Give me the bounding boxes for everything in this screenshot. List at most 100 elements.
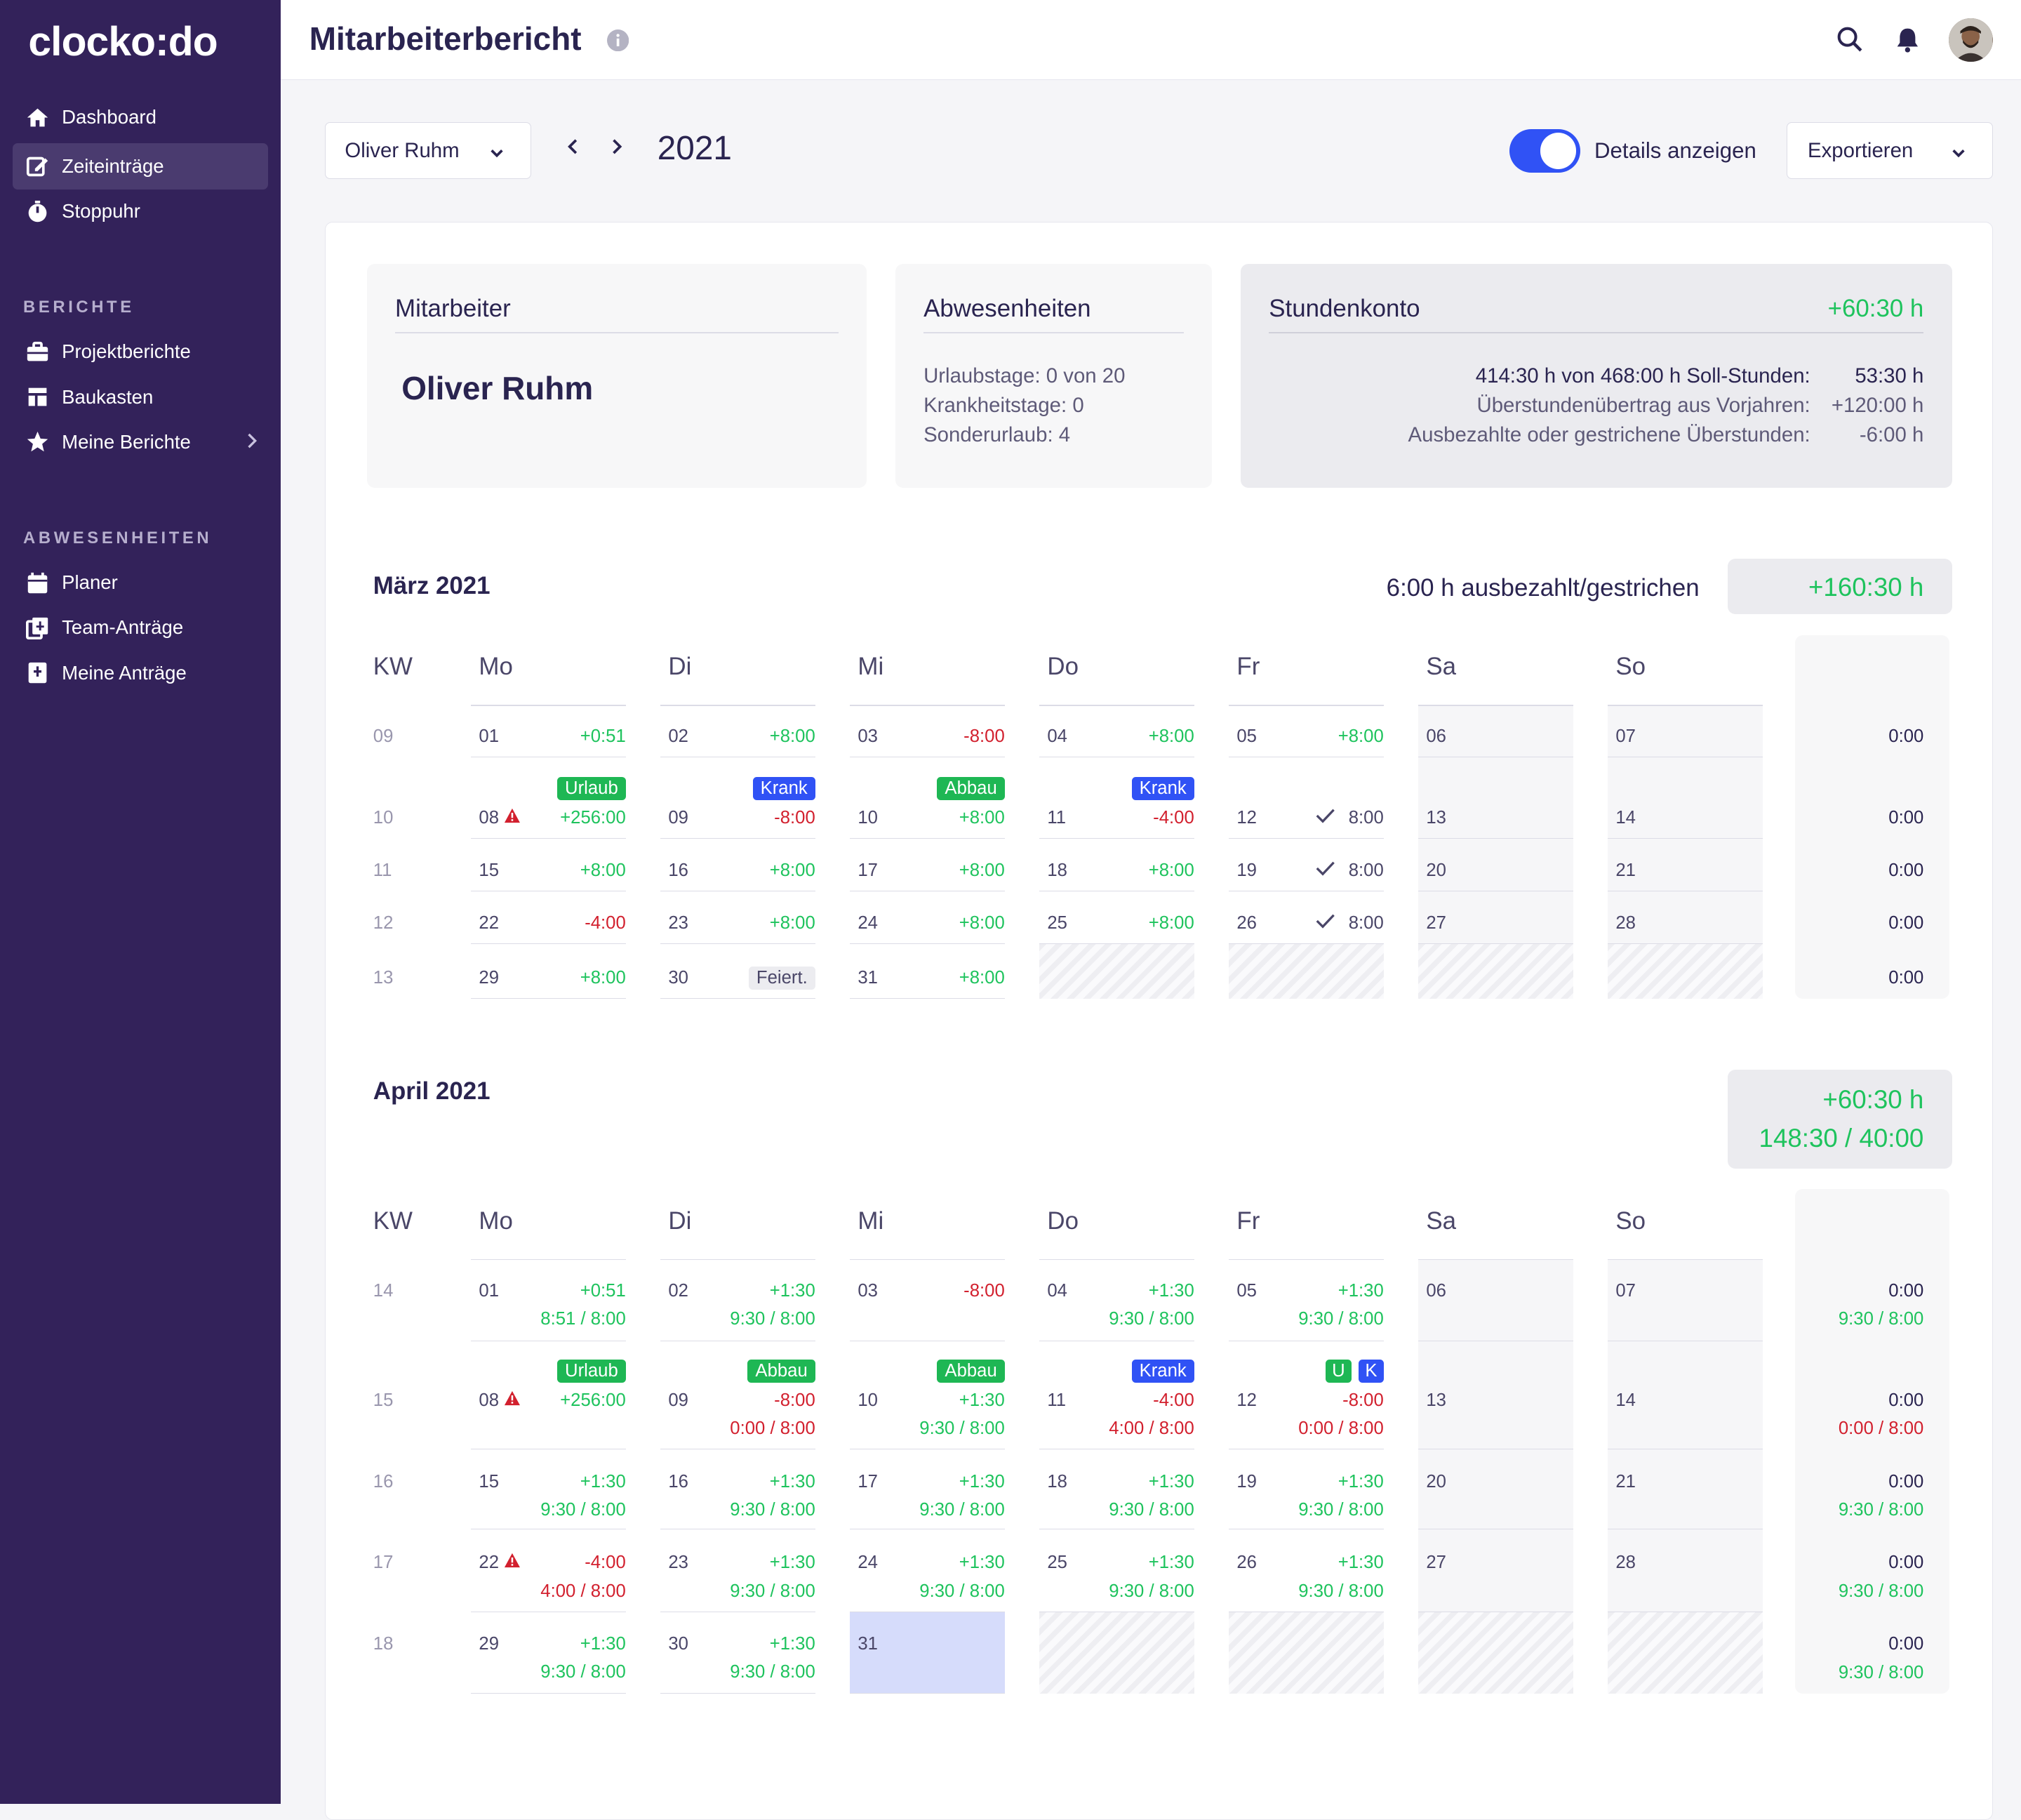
day-cell[interactable]: 31 +8:00: [850, 944, 1005, 999]
day-cell[interactable]: 25 +8:00: [1039, 891, 1194, 945]
day-cell[interactable]: 19 +1:30 9:30 / 8:00: [1229, 1449, 1384, 1530]
day-cell[interactable]: 07: [1608, 1251, 1763, 1342]
day-cell[interactable]: 20: [1418, 1449, 1573, 1530]
day-cell[interactable]: 27: [1418, 1529, 1573, 1612]
divider: [395, 332, 839, 333]
app-logo[interactable]: clocko:do: [28, 18, 218, 65]
sidebar-item-zeiteintraege[interactable]: Zeiteinträge: [13, 142, 269, 190]
day-cell[interactable]: 02 +8:00: [660, 697, 815, 758]
day-cell[interactable]: 10 +1:30 9:30 / 8:00 Abbau: [850, 1341, 1005, 1450]
day-cell-today[interactable]: 31: [850, 1612, 1005, 1694]
day-cell[interactable]: 25 +1:30 9:30 / 8:00: [1039, 1529, 1194, 1612]
day-cell[interactable]: 29 +1:30 9:30 / 8:00: [471, 1612, 626, 1694]
day-cell[interactable]: 11 -4:00 Krank: [1039, 757, 1194, 839]
day-cell[interactable]: 18 +1:30 9:30 / 8:00: [1039, 1449, 1194, 1530]
day-cell[interactable]: 30 +1:30 9:30 / 8:00: [660, 1612, 815, 1694]
day-cell[interactable]: 01 +0:51: [471, 697, 626, 758]
day-cell[interactable]: 13: [1418, 1341, 1573, 1450]
week-number: 12: [373, 913, 394, 934]
day-cell[interactable]: 09 -8:00 Krank: [660, 757, 815, 839]
sidebar-item-projektberichte[interactable]: Projektberichte: [13, 328, 268, 375]
day-cell[interactable]: 03 -8:00: [850, 697, 1005, 758]
chevron-down-icon: [489, 142, 505, 166]
day-cell[interactable]: 02 +1:30 9:30 / 8:00: [660, 1251, 815, 1342]
export-button[interactable]: Exportieren: [1786, 122, 1993, 180]
day-cell[interactable]: 20: [1418, 839, 1573, 892]
day-cell[interactable]: 22 -4:00 4:00 / 8:00: [471, 1529, 626, 1612]
day-cell[interactable]: 03 -8:00: [850, 1251, 1005, 1342]
check-icon: [1315, 913, 1335, 933]
day-cell[interactable]: 29 +8:00: [471, 944, 626, 999]
day-number: 31: [858, 967, 878, 988]
empty-day-cell: [1229, 944, 1384, 999]
day-cell[interactable]: 16 +1:30 9:30 / 8:00: [660, 1449, 815, 1530]
day-number: 04: [1047, 726, 1067, 747]
day-cell[interactable]: 15 +8:00: [471, 839, 626, 892]
day-cell[interactable]: 04 +8:00: [1039, 697, 1194, 758]
prev-year-button[interactable]: [567, 135, 580, 162]
bell-icon[interactable]: [1895, 26, 1921, 59]
day-cell[interactable]: 09 -8:00 0:00 / 8:00 Abbau: [660, 1341, 815, 1450]
day-cell[interactable]: 06: [1418, 1251, 1573, 1342]
day-cell[interactable]: 15 +1:30 9:30 / 8:00: [471, 1449, 626, 1530]
day-cell[interactable]: 26 +1:30 9:30 / 8:00: [1229, 1529, 1384, 1612]
day-cell[interactable]: 06: [1418, 697, 1573, 758]
day-cell[interactable]: 26 8:00: [1229, 891, 1384, 945]
day-number: 21: [1615, 861, 1636, 881]
header-divider: [1608, 704, 1763, 706]
day-cell[interactable]: 12 8:00: [1229, 757, 1384, 839]
day-cell[interactable]: 04 +1:30 9:30 / 8:00: [1039, 1251, 1194, 1342]
day-cell[interactable]: 10 +8:00 Abbau: [850, 757, 1005, 839]
day-cell[interactable]: 23 +8:00: [660, 891, 815, 945]
sidebar-item-team-antraege[interactable]: Team-Anträge: [13, 604, 268, 651]
day-cell[interactable]: 22 -4:00: [471, 891, 626, 945]
day-balance: +8:00: [580, 861, 626, 881]
day-number: 28: [1615, 913, 1636, 934]
day-cell[interactable]: 19 8:00: [1229, 839, 1384, 892]
day-cell[interactable]: 17 +1:30 9:30 / 8:00: [850, 1449, 1005, 1530]
avatar[interactable]: [1949, 18, 1993, 62]
details-toggle[interactable]: [1509, 128, 1580, 173]
employee-select[interactable]: Oliver Ruhm: [324, 122, 531, 180]
sidebar-item-baukasten[interactable]: Baukasten: [13, 374, 268, 420]
day-balance: +8:00: [1148, 726, 1194, 747]
day-cell[interactable]: 14: [1608, 757, 1763, 839]
day-balance: +1:30: [959, 1471, 1005, 1492]
day-number: 15: [479, 861, 499, 881]
day-cell[interactable]: 05 +8:00: [1229, 697, 1384, 758]
sidebar-item-meine-berichte[interactable]: Meine Berichte: [13, 419, 268, 465]
day-cell[interactable]: 12 -8:00 0:00 / 8:00 U K: [1229, 1341, 1384, 1450]
day-cell[interactable]: 08 +256:00 Urlaub: [471, 1341, 626, 1450]
day-cell[interactable]: 08 +256:00 Urlaub: [471, 757, 626, 839]
day-cell[interactable]: 21: [1608, 839, 1763, 892]
day-cell[interactable]: 18 +8:00: [1039, 839, 1194, 892]
day-cell[interactable]: 16 +8:00: [660, 839, 815, 892]
day-cell[interactable]: 24 +8:00: [850, 891, 1005, 945]
week-number: 17: [373, 1553, 394, 1573]
day-cell[interactable]: 24 +1:30 9:30 / 8:00: [850, 1529, 1005, 1612]
day-cell[interactable]: 17 +8:00: [850, 839, 1005, 892]
day-cell[interactable]: 27: [1418, 891, 1573, 945]
day-cell[interactable]: 13: [1418, 757, 1573, 839]
day-cell[interactable]: 05 +1:30 9:30 / 8:00: [1229, 1251, 1384, 1342]
day-number: 19: [1236, 1471, 1257, 1492]
sidebar-item-dashboard[interactable]: Dashboard: [13, 94, 268, 140]
day-cell[interactable]: 28: [1608, 891, 1763, 945]
next-year-button[interactable]: [610, 135, 622, 162]
day-cell[interactable]: 14: [1608, 1341, 1763, 1450]
day-cell[interactable]: 28: [1608, 1529, 1763, 1612]
sidebar-item-stoppuhr[interactable]: Stoppuhr: [13, 188, 268, 234]
day-cell[interactable]: 07: [1608, 697, 1763, 758]
day-cell[interactable]: 01 +0:51 8:51 / 8:00: [471, 1251, 626, 1342]
day-cell[interactable]: 21: [1608, 1449, 1763, 1530]
search-icon[interactable]: [1836, 26, 1864, 59]
sidebar-item-planer[interactable]: Planer: [13, 559, 268, 606]
column-header-mo: Mo: [479, 653, 513, 681]
day-number: 09: [668, 1390, 688, 1410]
sidebar-item-meine-antraege[interactable]: Meine Anträge: [13, 650, 268, 696]
day-cell[interactable]: 30 Feiert.: [660, 944, 815, 999]
day-cell[interactable]: 11 -4:00 4:00 / 8:00 Krank: [1039, 1341, 1194, 1450]
info-icon[interactable]: [607, 29, 629, 57]
day-cell[interactable]: 23 +1:30 9:30 / 8:00: [660, 1529, 815, 1612]
day-number: 03: [858, 726, 878, 747]
